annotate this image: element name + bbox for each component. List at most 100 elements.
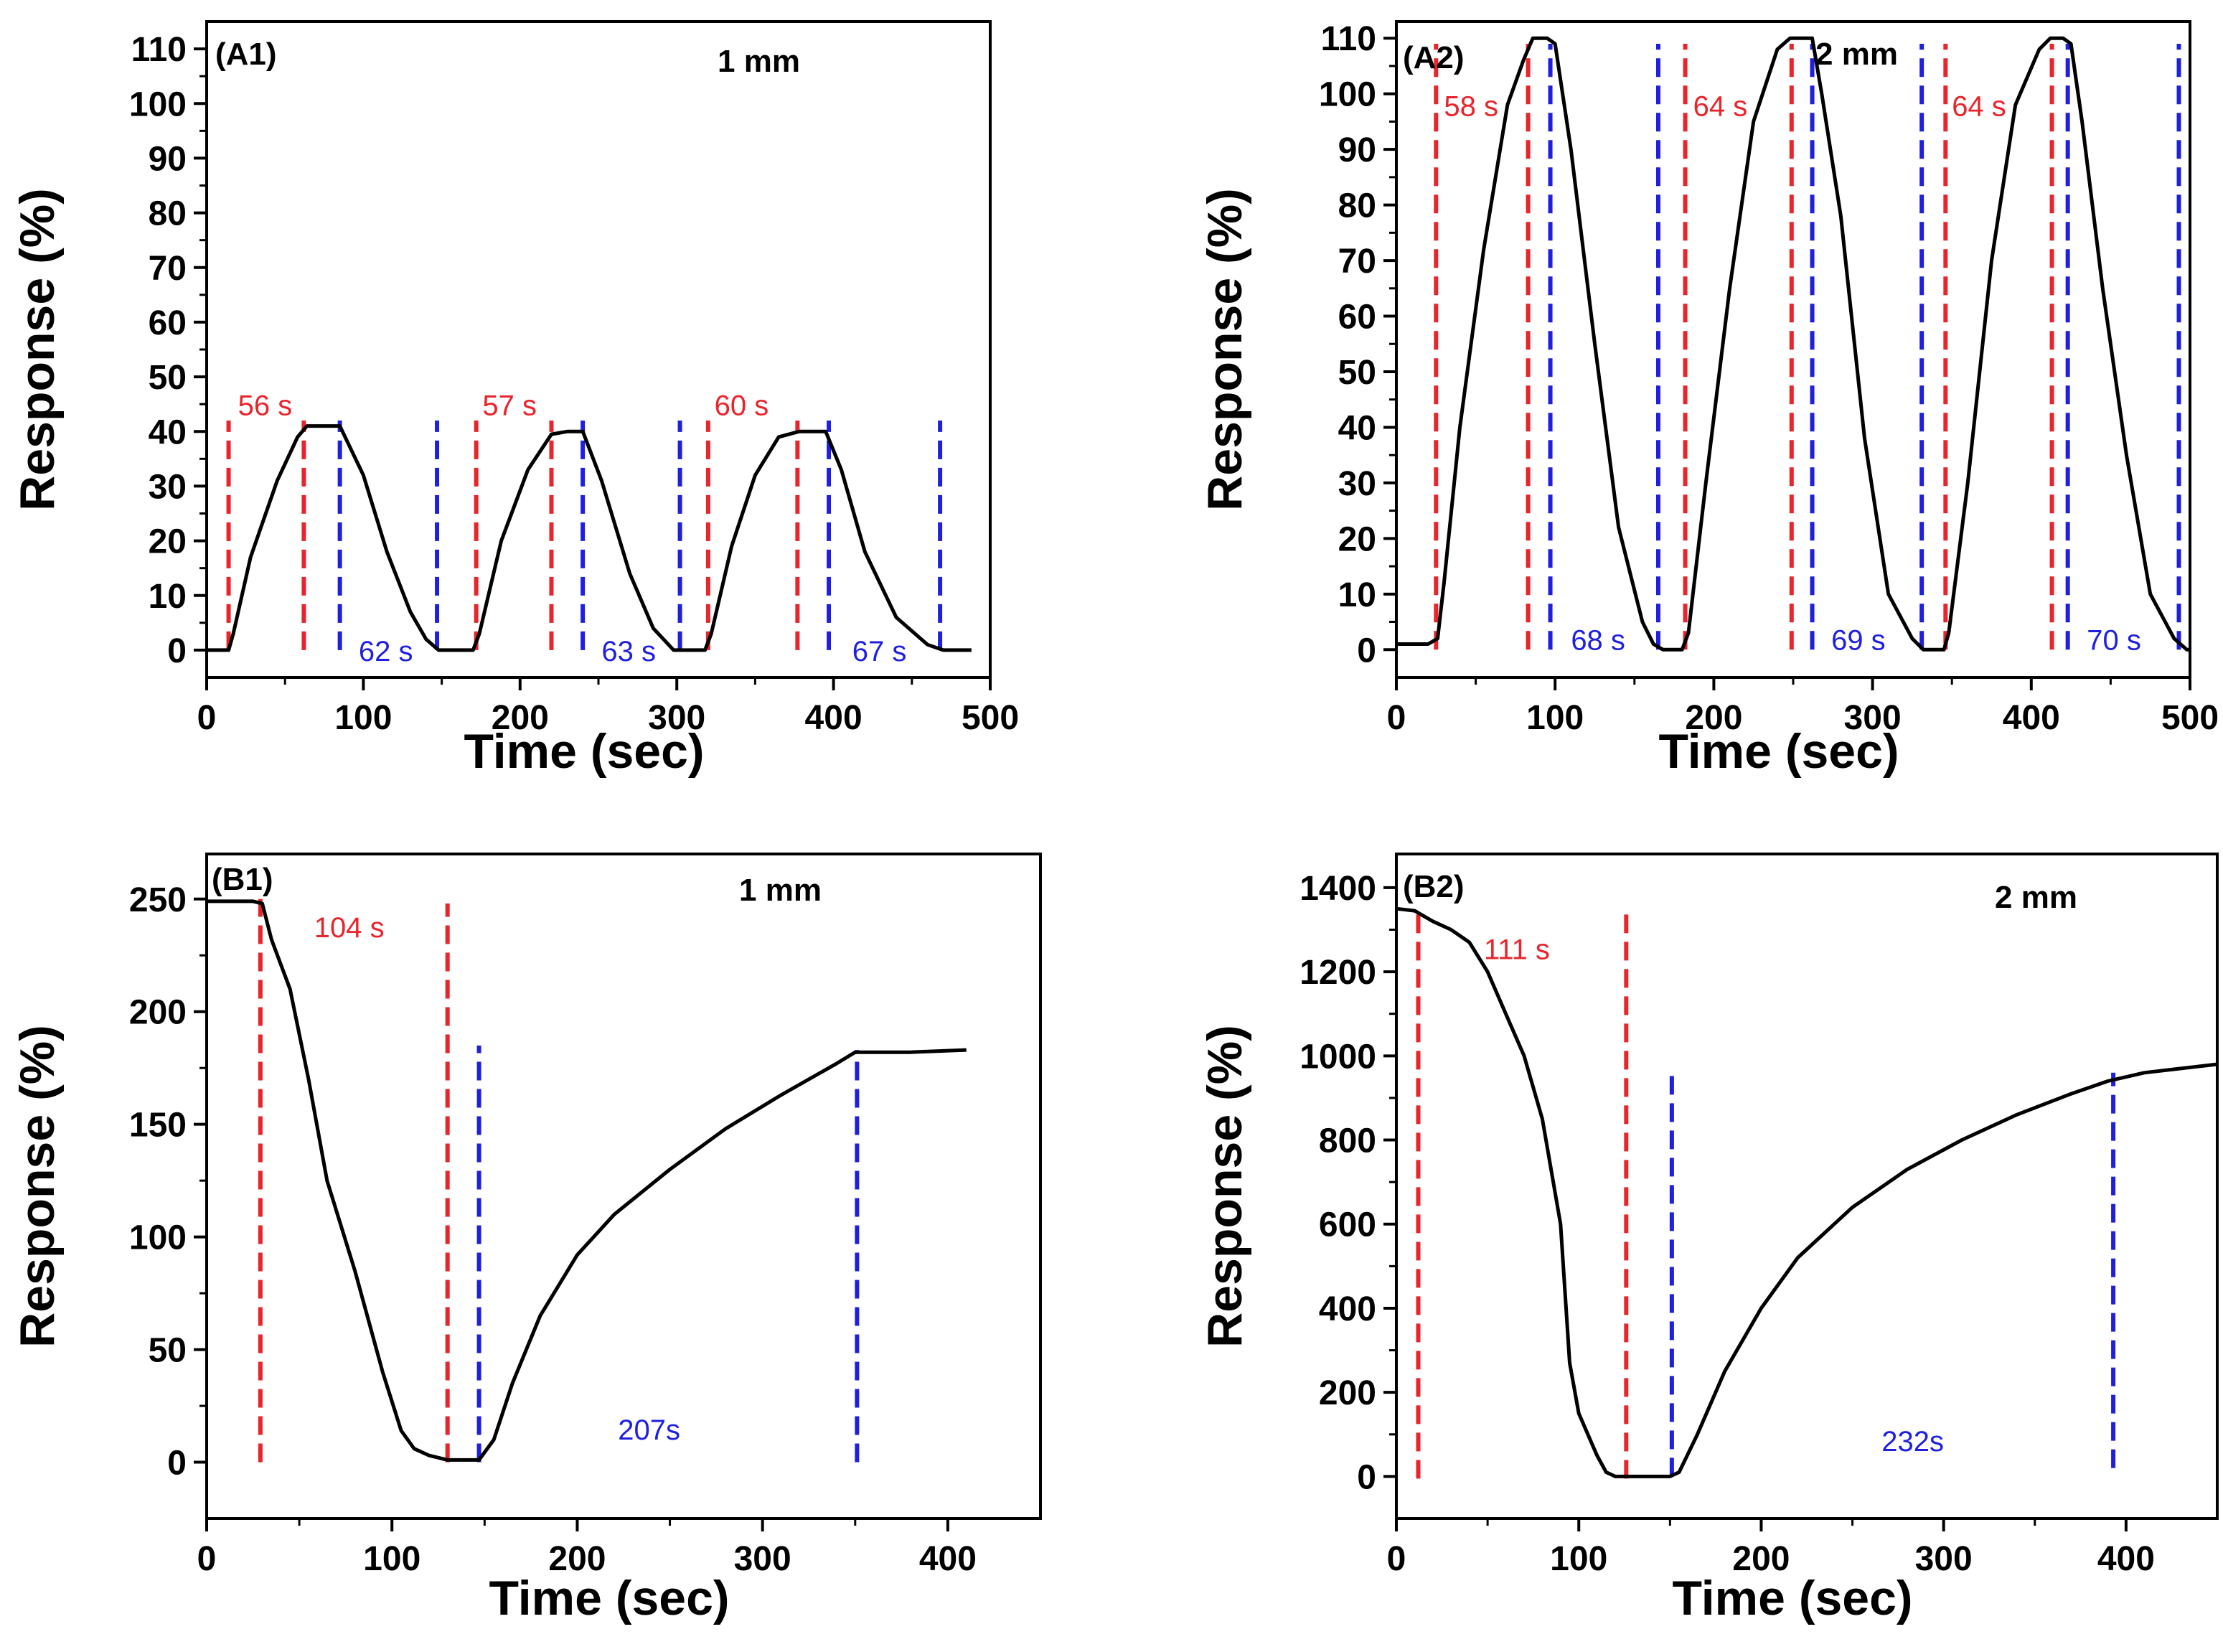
- y-tick-label: 110: [1321, 20, 1376, 58]
- plot-frame: [205, 20, 992, 679]
- y-tick-label: 50: [149, 359, 187, 397]
- y-axis-title: Response (%): [10, 188, 65, 511]
- y-tick-label: 80: [1338, 187, 1376, 225]
- time-annotation: 70 s: [2087, 624, 2141, 656]
- time-annotation: 111 s: [1484, 934, 1550, 966]
- chart-panel-b2: 0 100 200 300 400 0 200 400 600 800 1000 1200 1400 Ti…: [1198, 853, 2219, 1625]
- x-tick-label: 0: [1387, 699, 1406, 737]
- time-annotation: 232s: [1881, 1426, 1944, 1458]
- time-annotation: 68 s: [1571, 624, 1625, 656]
- y-tick-label: 200: [1319, 1374, 1376, 1412]
- y-tick-label: 1000: [1300, 1038, 1376, 1076]
- y-tick-label: 250: [129, 881, 187, 919]
- time-annotation: 69 s: [1831, 624, 1886, 656]
- time-annotation: 57 s: [482, 390, 537, 421]
- y-tick-label: 10: [1338, 576, 1376, 614]
- x-tick-label: 0: [1387, 1540, 1406, 1578]
- x-tick-label: 400: [2003, 699, 2060, 737]
- series-line-response: [1396, 36, 2190, 652]
- y-tick-label: 1200: [1300, 954, 1376, 992]
- x-axis-title: Time (sec): [464, 724, 704, 779]
- x-tick-label: 0: [197, 1540, 217, 1578]
- thickness-label: 2 mm: [1815, 37, 1898, 72]
- y-tick-label: 70: [149, 250, 187, 288]
- thickness-label: 2 mm: [1995, 880, 2077, 915]
- y-axis-title: Response (%): [1198, 188, 1252, 511]
- chart-panel-b1: 0 100 200 300 400 0 50 100 150 200 250 Time (sec) Re…: [10, 853, 1042, 1625]
- time-annotation: 67 s: [852, 636, 907, 667]
- thickness-label: 1 mm: [739, 873, 822, 908]
- x-axis-title: Time (sec): [489, 1571, 729, 1625]
- series-line-response: [1396, 906, 2218, 1478]
- y-tick-label: 0: [167, 632, 187, 670]
- thickness-label: 1 mm: [718, 44, 800, 79]
- x-tick-label: 300: [1844, 699, 1902, 737]
- y-tick-label: 30: [1338, 465, 1376, 503]
- y-tick-label: 60: [1338, 299, 1376, 337]
- time-annotation: 207s: [618, 1414, 680, 1446]
- x-tick-label: 200: [1685, 699, 1742, 737]
- time-annotation: 63 s: [601, 636, 656, 667]
- y-tick-label: 200: [129, 994, 187, 1032]
- x-tick-label: 300: [1915, 1540, 1973, 1578]
- x-tick-label: 300: [734, 1540, 791, 1578]
- y-tick-label: 10: [149, 578, 187, 616]
- x-axis-title: Time (sec): [1672, 1571, 1912, 1625]
- x-tick-label: 400: [805, 699, 863, 737]
- y-tick-label: 40: [1338, 409, 1376, 447]
- time-annotation: 58 s: [1444, 91, 1498, 123]
- chart-panel-a1: 0 100 200 300 400 500 0 10 20 30 40 50 60 70 80 90 100 11…: [10, 20, 1019, 779]
- panel-label: (A2): [1403, 40, 1465, 75]
- y-tick-label: 100: [129, 85, 187, 123]
- x-tick-label: 400: [2097, 1540, 2155, 1578]
- y-tick-label: 20: [1338, 520, 1376, 558]
- series-line-response: [207, 424, 972, 652]
- y-tick-label: 0: [1357, 1458, 1376, 1496]
- y-tick-label: 80: [149, 195, 187, 233]
- y-tick-label: 0: [167, 1445, 187, 1483]
- y-tick-label: 0: [1357, 632, 1376, 670]
- x-tick-label: 100: [334, 699, 392, 737]
- y-tick-label: 100: [1319, 76, 1376, 114]
- y-tick-label: 50: [149, 1332, 187, 1370]
- time-annotation: 104 s: [314, 912, 385, 944]
- x-tick-label: 300: [648, 699, 705, 737]
- x-tick-label: 200: [1732, 1540, 1790, 1578]
- x-tick-label: 200: [492, 699, 549, 737]
- x-tick-label: 200: [548, 1540, 606, 1578]
- y-tick-label: 100: [129, 1219, 187, 1257]
- x-tick-label: 100: [1550, 1540, 1607, 1578]
- y-tick-label: 800: [1319, 1122, 1376, 1160]
- y-tick-label: 50: [1338, 354, 1376, 392]
- x-tick-label: 500: [962, 699, 1019, 737]
- plot-frame: [205, 853, 1042, 1520]
- y-axis-title: Response (%): [10, 1025, 65, 1348]
- y-tick-label: 600: [1319, 1206, 1376, 1244]
- y-tick-label: 150: [129, 1107, 187, 1145]
- time-annotation: 62 s: [359, 636, 413, 667]
- y-axis-title: Response (%): [1198, 1025, 1252, 1348]
- time-annotation: 64 s: [1952, 91, 2006, 123]
- x-tick-label: 500: [2161, 699, 2219, 737]
- time-annotation: 60 s: [715, 390, 769, 421]
- y-tick-label: 90: [149, 140, 187, 178]
- panel-label: (B2): [1403, 869, 1465, 904]
- y-tick-label: 110: [131, 31, 187, 69]
- time-annotation: 64 s: [1693, 91, 1748, 123]
- y-tick-label: 1400: [1300, 870, 1376, 908]
- y-tick-label: 60: [149, 304, 187, 342]
- y-tick-label: 90: [1338, 131, 1376, 169]
- panel-label: (B1): [212, 862, 273, 897]
- panel-label: (A1): [215, 37, 277, 72]
- x-tick-label: 0: [197, 699, 217, 737]
- x-axis-title: Time (sec): [1658, 724, 1899, 779]
- x-tick-label: 100: [1526, 699, 1584, 737]
- time-annotation: 56 s: [238, 390, 293, 421]
- y-tick-label: 400: [1319, 1290, 1376, 1328]
- y-tick-label: 20: [149, 523, 187, 561]
- plot-frame: [1395, 853, 2219, 1520]
- chart-panel-a2: 0 100 200 300 400 500 0 10 20 30 40 50 60 70 80 90 100 11…: [1198, 20, 2219, 779]
- y-tick-label: 30: [149, 468, 187, 506]
- series-line-response: [207, 899, 967, 1462]
